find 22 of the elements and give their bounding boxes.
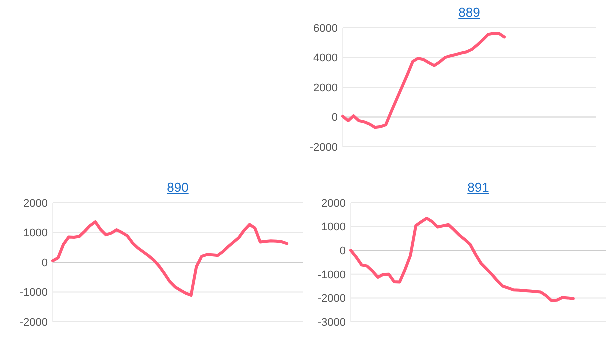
chart-title: 889 (458, 5, 480, 20)
line-series (342, 32, 506, 130)
y-tick-label: 6000 (314, 22, 338, 35)
y-tick-label: -2000 (20, 316, 48, 329)
y-tick-label: 2000 (314, 82, 338, 94)
y-tick-label: 4000 (314, 52, 338, 65)
y-tick-label: 0 (340, 245, 346, 258)
y-tick-label: -2000 (310, 142, 338, 154)
y-tick-label: 0 (42, 257, 48, 270)
y-tick-label: -3000 (318, 316, 346, 329)
y-tick-label: 2000 (322, 198, 346, 210)
chart-title: 890 (167, 180, 189, 195)
line-series (52, 220, 289, 298)
y-tick-label: 1000 (322, 222, 346, 234)
y-tick-label: -1000 (20, 287, 48, 300)
y-tick-label: 2000 (24, 198, 48, 210)
y-tick-label: 0 (332, 112, 338, 124)
line-series (350, 216, 575, 302)
chart-title: 891 (468, 180, 490, 195)
y-tick-label: -1000 (318, 269, 346, 282)
y-tick-label: -2000 (318, 293, 346, 306)
y-tick-label: 1000 (24, 228, 48, 240)
